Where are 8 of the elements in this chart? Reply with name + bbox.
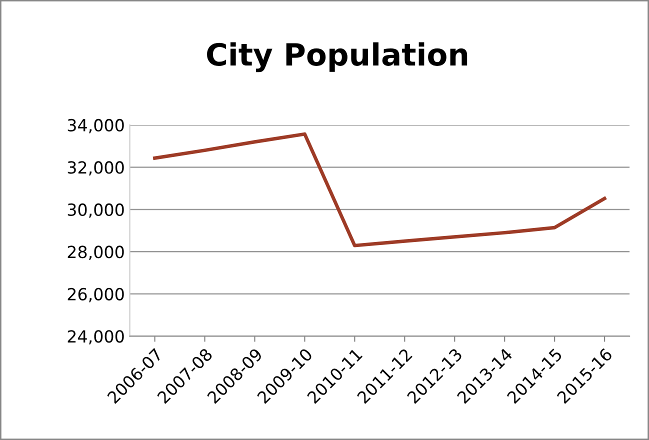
y-tick-label: 26,000	[68, 288, 124, 302]
y-tick-label: 30,000	[68, 203, 124, 218]
y-tick-label: 32,000	[68, 161, 124, 176]
line-series	[153, 132, 606, 248]
y-tick-label: 28,000	[68, 246, 124, 260]
y-tick-label: 24,000	[68, 330, 124, 344]
y-tick-label: 34,000	[68, 118, 124, 134]
chart-title: City Population	[207, 42, 468, 72]
